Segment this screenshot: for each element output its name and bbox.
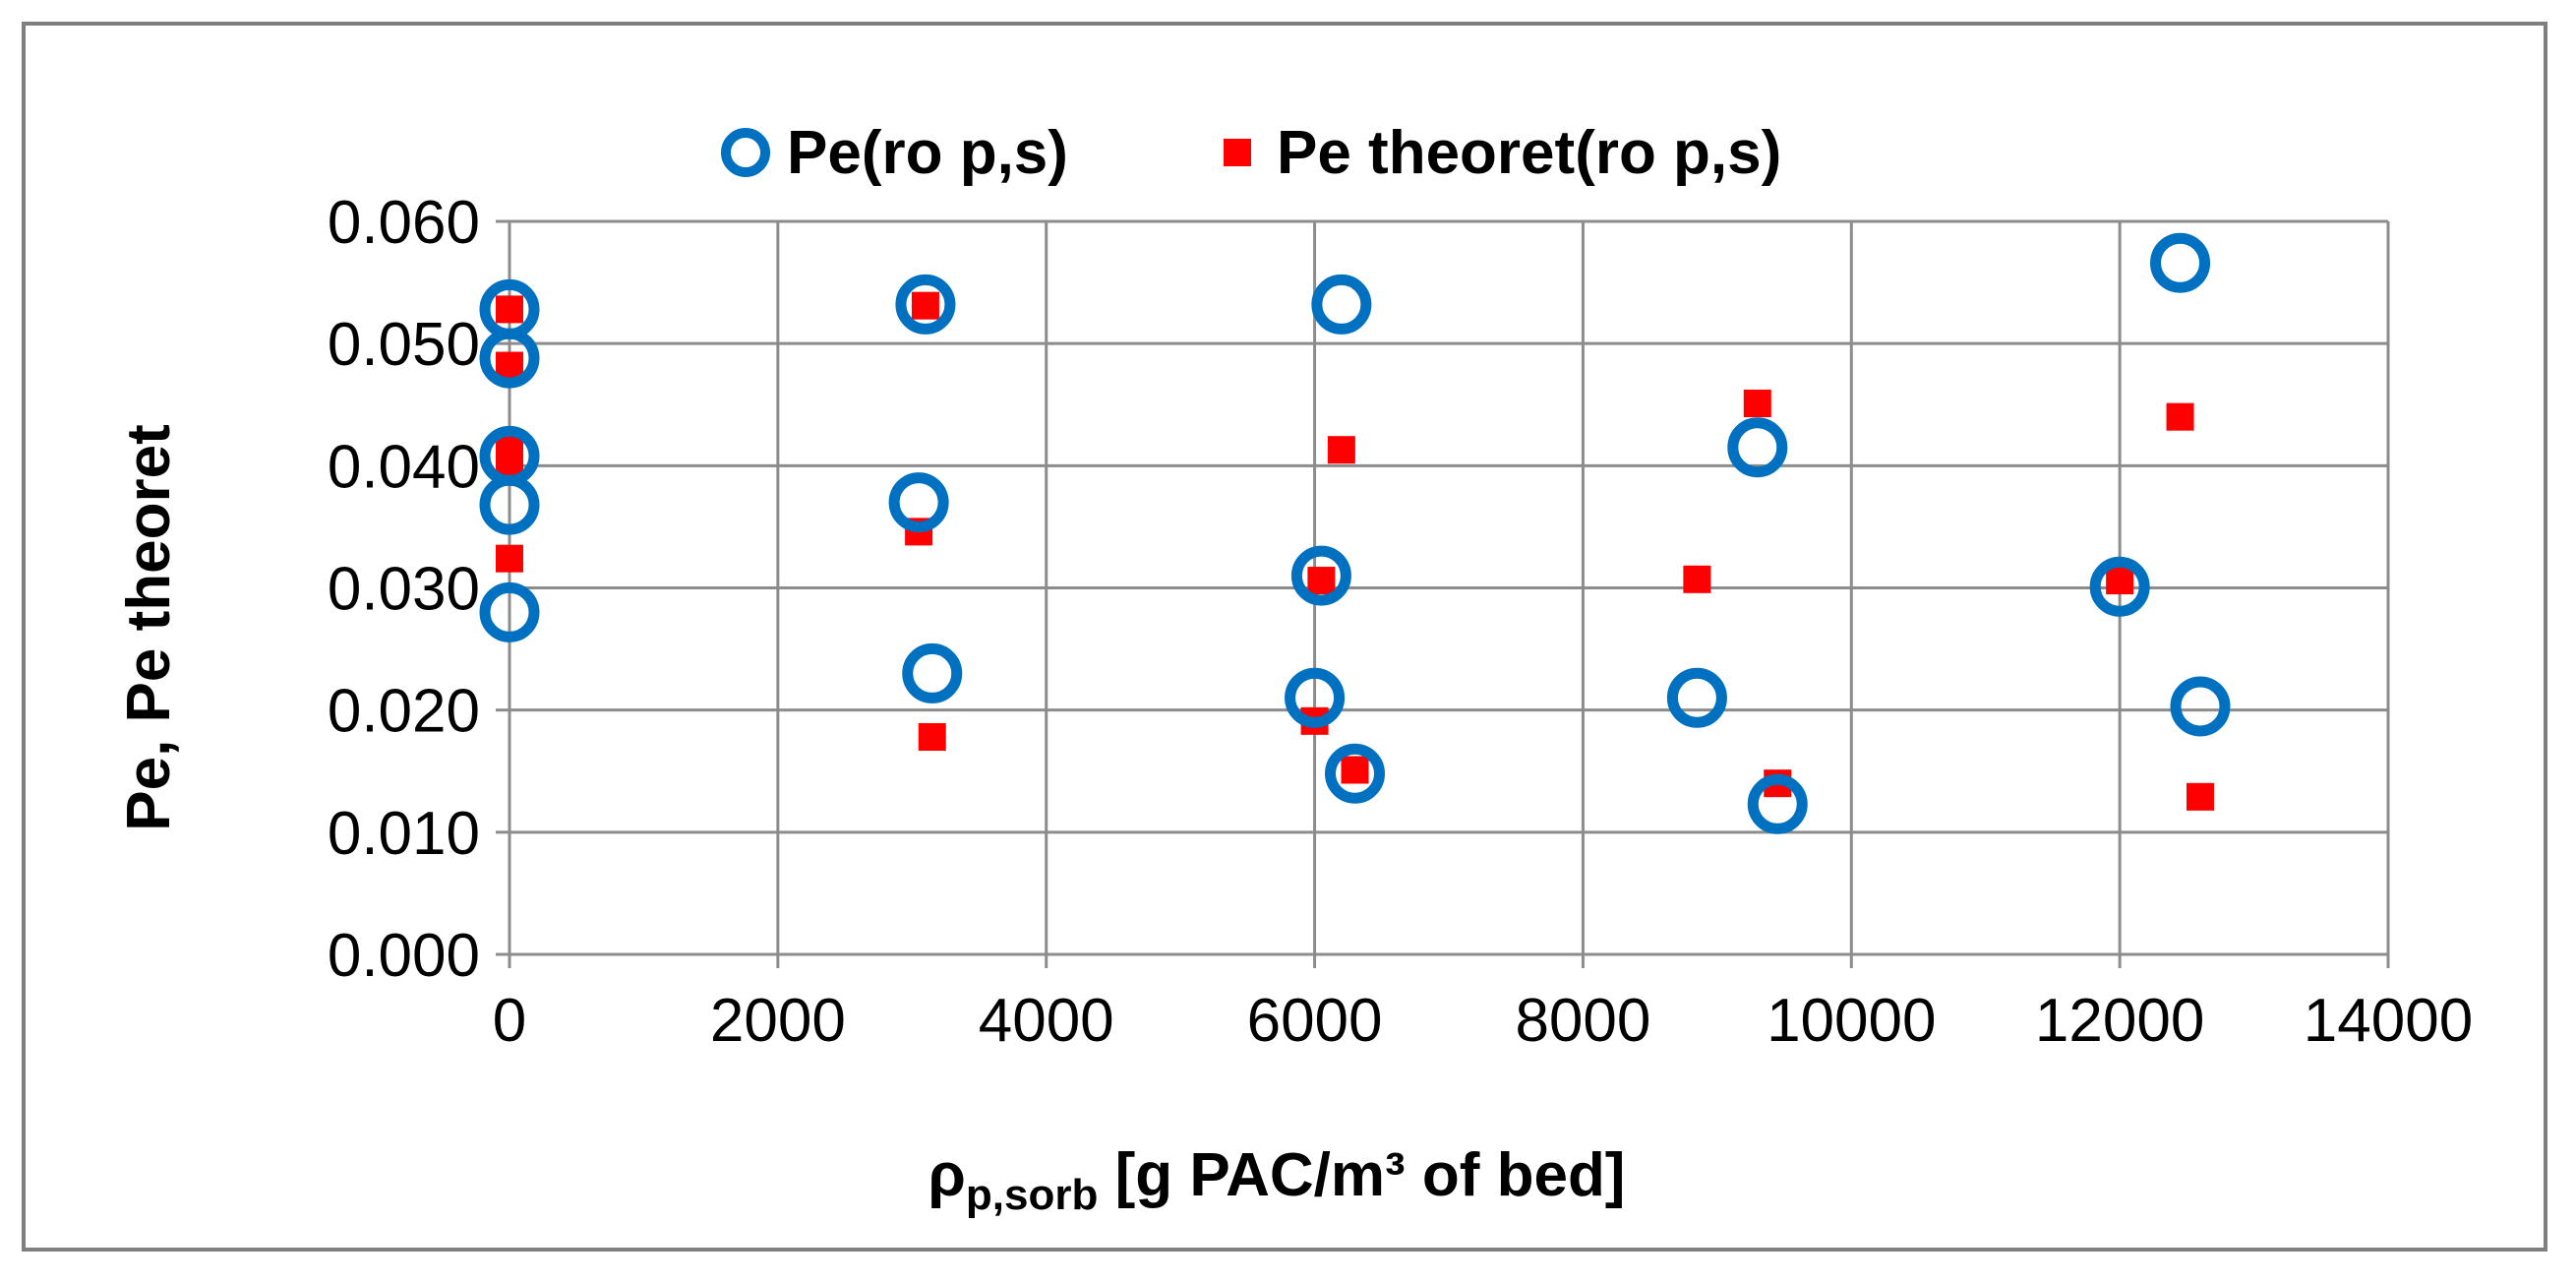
legend-label-pe: Pe(ro p,s) — [787, 119, 1068, 187]
pe-point-4 — [479, 581, 540, 642]
grid-lines — [496, 219, 2390, 968]
y-tick-label: 0.040 — [328, 433, 480, 501]
pe-point-16 — [2089, 556, 2150, 617]
y-tick-label: 0.030 — [328, 556, 480, 624]
x-tick-label: 8000 — [1515, 987, 1650, 1055]
pe-theoret-point-7 — [918, 722, 946, 751]
pe-point-3 — [479, 474, 540, 535]
pe-point-9 — [1290, 545, 1351, 606]
x-tick-labels: 0 2000 4000 6000 8000 10000 12000 14000 — [493, 987, 2473, 1055]
y-tick-label: 0.050 — [328, 311, 480, 379]
x-axis-title-symbol: ρ — [929, 1141, 966, 1209]
legend-label-pe-theoret: Pe theoret(ro p,s) — [1277, 119, 1781, 187]
pe-point-11 — [1325, 743, 1385, 804]
pe-point-7 — [902, 642, 963, 703]
pe-theoret-point-0 — [496, 295, 523, 324]
x-axis-title: ρp,sorb [g PAC/m³ of bed] — [929, 1141, 1626, 1219]
pe-theoret-point-17 — [2187, 782, 2214, 811]
y-tick-labels: 0.000 0.010 0.020 0.030 0.040 0.050 0.060 — [328, 189, 480, 990]
pe-point-10 — [1285, 667, 1346, 728]
y-tick-label: 0.060 — [328, 189, 480, 257]
pe-point-15 — [2150, 232, 2211, 293]
y-axis-title: Pe, Pe theoret — [115, 424, 183, 830]
pe-point-1 — [479, 328, 540, 389]
x-tick-label: 14000 — [2304, 987, 2473, 1055]
x-tick-label: 0 — [493, 987, 526, 1055]
pe-point-17 — [2170, 676, 2231, 737]
pe-point-13 — [1666, 667, 1727, 728]
x-tick-label: 10000 — [1767, 987, 1936, 1055]
y-tick-label: 0.000 — [328, 922, 480, 990]
pe-theoret-point-5 — [911, 291, 939, 320]
pe-point-8 — [1311, 274, 1372, 335]
pe-theoret-point-11 — [1341, 756, 1369, 784]
pe-theoret-point-15 — [2166, 402, 2194, 431]
pe-point-14 — [1747, 773, 1808, 834]
pe-point-5 — [895, 274, 956, 335]
x-axis-title-units: [g PAC/m³ of bed] — [1098, 1141, 1625, 1209]
y-tick-label: 0.020 — [328, 678, 480, 746]
pe-theoret-point-4 — [496, 544, 523, 573]
pe-theoret-point-1 — [496, 351, 523, 380]
y-tick-label: 0.010 — [328, 800, 480, 868]
series-markers — [479, 232, 2231, 834]
chart-frame — [22, 22, 2547, 1252]
pe-point-6 — [888, 472, 949, 533]
pe-theoret-point-13 — [1683, 565, 1711, 593]
legend: Pe(ro p,s) Pe theoret(ro p,s) — [721, 119, 1781, 187]
pe-theoret-point-12 — [1743, 390, 1771, 418]
x-axis-title-subscript: p,sorb — [966, 1171, 1098, 1219]
legend-marker-pe — [721, 128, 770, 177]
x-tick-label: 6000 — [1247, 987, 1383, 1055]
x-tick-label: 2000 — [710, 987, 846, 1055]
x-tick-label: 12000 — [2035, 987, 2204, 1055]
pe-point-12 — [1727, 417, 1788, 478]
pe-theoret-point-8 — [1327, 436, 1355, 464]
pe-theoret-point-9 — [1307, 567, 1336, 595]
x-tick-label: 4000 — [979, 987, 1114, 1055]
pe-theoret-point-16 — [2106, 567, 2134, 595]
legend-marker-pe-theoret — [1224, 139, 1251, 166]
